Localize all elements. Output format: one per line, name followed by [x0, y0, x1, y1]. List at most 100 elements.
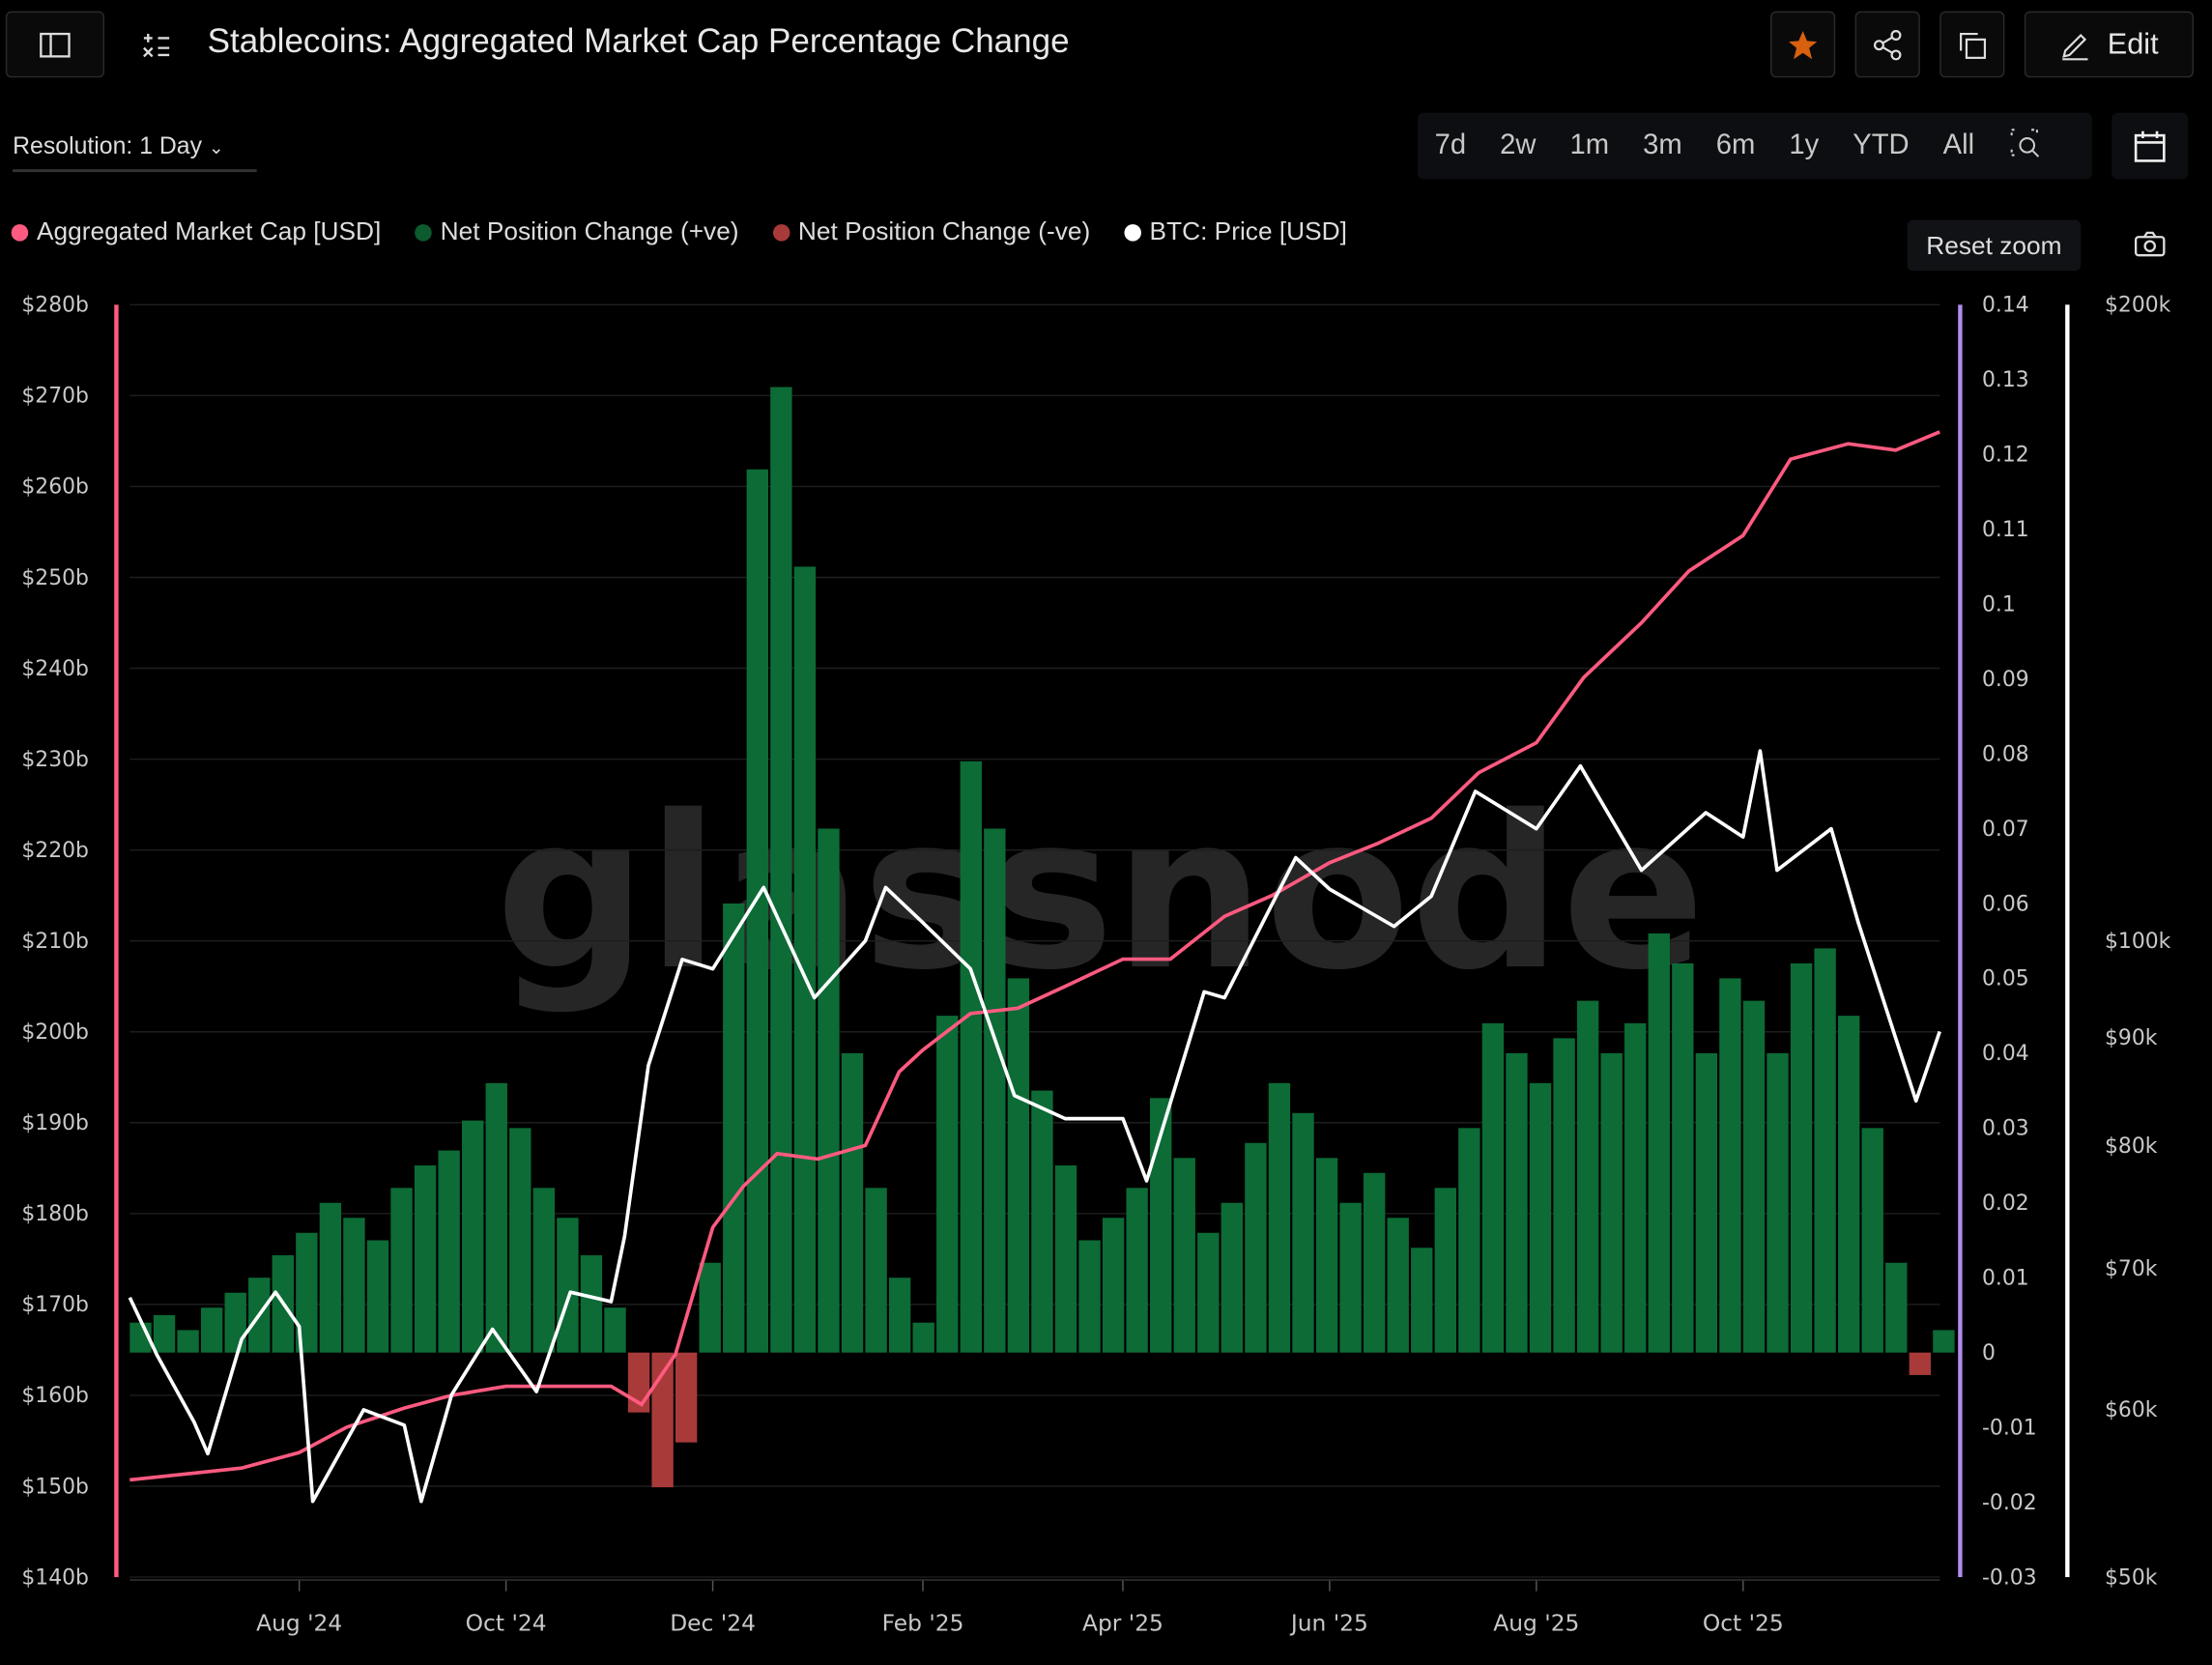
zoom-select-icon[interactable]: [1992, 127, 2056, 166]
y-right-tick-label: $60k: [2105, 1398, 2158, 1422]
bar-positive: [1506, 1052, 1528, 1353]
y-mid-axis-line: [1958, 304, 1963, 1578]
bar-positive: [462, 1120, 484, 1353]
bar-positive: [984, 828, 1006, 1353]
bar-positive: [532, 1188, 556, 1353]
y-left-tick-label: $190b: [21, 1111, 89, 1135]
y-mid-tick-label: 0.04: [1982, 1042, 2029, 1066]
copy-icon: [1960, 32, 1987, 59]
bar-positive: [1624, 1022, 1647, 1353]
y-left-tick-label: $210b: [21, 930, 89, 954]
y-mid-tick-label: 0.11: [1982, 518, 2029, 542]
calendar-button[interactable]: [2111, 112, 2189, 180]
bar-positive: [1292, 1112, 1314, 1353]
share-button[interactable]: [1854, 11, 1920, 78]
bar-positive: [1387, 1218, 1409, 1353]
bar-positive: [414, 1165, 437, 1353]
bar-positive: [1719, 978, 1741, 1353]
bar-positive: [1767, 1052, 1789, 1353]
y-mid-tick-label: 0.13: [1982, 368, 2029, 392]
bar-positive: [438, 1150, 460, 1353]
bar-positive: [1814, 948, 1836, 1353]
edit-button[interactable]: Edit: [2024, 11, 2194, 78]
y-right-tick-label: $80k: [2105, 1134, 2158, 1159]
camera-icon[interactable]: [2133, 230, 2167, 265]
y-left-tick-label: $220b: [21, 839, 89, 863]
legend-label: BTC: Price [USD]: [1149, 216, 1347, 246]
range-1y[interactable]: 1y: [1789, 129, 1820, 161]
bar-negative: [1909, 1352, 1932, 1375]
legend-market-cap[interactable]: Aggregated Market Cap [USD]: [11, 217, 381, 247]
y-mid-tick-label: 0.1: [1982, 592, 2016, 617]
y-mid-tick-label: 0.01: [1982, 1267, 2029, 1291]
edit-label: Edit: [2107, 27, 2159, 61]
legend-dot: [11, 223, 29, 241]
y-left-tick-label: $180b: [21, 1202, 89, 1226]
pencil-icon: [2062, 33, 2088, 60]
bar-positive: [343, 1218, 365, 1353]
bar-positive: [1838, 1016, 1860, 1353]
btc-price-line: [128, 749, 1941, 1504]
bar-positive: [1576, 1000, 1599, 1353]
bar-positive: [818, 828, 840, 1353]
y-mid-tick-label: 0.05: [1982, 967, 2029, 991]
resolution-dropdown[interactable]: Resolution: 1 Day ⌄: [13, 132, 257, 173]
range-7d[interactable]: 7d: [1434, 129, 1467, 161]
legend-net-negative[interactable]: Net Position Change (-ve): [772, 217, 1090, 247]
legend-dot: [772, 223, 790, 241]
bar-positive: [1078, 1240, 1101, 1353]
y-mid-tick-label: 0.12: [1982, 444, 2029, 468]
sidebar-toggle-button[interactable]: [5, 11, 105, 78]
x-tick-label: Aug '24: [256, 1610, 342, 1637]
bar-positive: [888, 1277, 911, 1353]
bar-positive: [1126, 1188, 1148, 1353]
range-all[interactable]: All: [1942, 129, 1975, 161]
range-3m[interactable]: 3m: [1643, 129, 1682, 161]
duplicate-button[interactable]: [1939, 11, 2005, 78]
y-left-tick-label: $260b: [21, 475, 89, 500]
bar-negative: [651, 1352, 674, 1488]
bar-positive: [936, 1016, 959, 1353]
chart-legend: Aggregated Market Cap [USD] Net Position…: [11, 217, 1347, 247]
range-ytd[interactable]: YTD: [1853, 129, 1910, 161]
bar-positive: [1481, 1022, 1505, 1353]
bar-positive: [1742, 1000, 1766, 1353]
range-1m[interactable]: 1m: [1569, 129, 1610, 161]
market-cap-line: [129, 430, 1940, 1482]
bar-positive: [1007, 978, 1030, 1353]
bar-positive: [699, 1262, 721, 1353]
legend-net-positive[interactable]: Net Position Change (+ve): [415, 217, 739, 247]
bar-positive: [509, 1128, 531, 1353]
reset-zoom-button[interactable]: Reset zoom: [1907, 219, 2082, 272]
bar-positive: [1648, 933, 1670, 1353]
y-left-tick-label: $250b: [21, 566, 89, 590]
calendar-icon: [2134, 130, 2166, 162]
y-left-tick-label: $280b: [21, 294, 89, 318]
y-right-tick-label: $70k: [2105, 1257, 2158, 1281]
formula-icon[interactable]: [141, 31, 172, 66]
range-selector: 7d 2w 1m 3m 6m 1y YTD All: [1418, 112, 2092, 180]
bar-positive: [1315, 1158, 1338, 1353]
y-left-tick-label: $240b: [21, 657, 89, 681]
y-right-tick-label: $200k: [2105, 294, 2171, 318]
share-icon: [1873, 29, 1902, 60]
y-mid-tick-label: -0.02: [1982, 1491, 2037, 1515]
y-mid-tick-label: 0.09: [1982, 668, 2029, 692]
y-left-tick-label: $150b: [21, 1475, 89, 1499]
y-mid-tick-label: -0.01: [1982, 1416, 2037, 1440]
range-6m[interactable]: 6m: [1715, 129, 1756, 161]
page-title: Stablecoins: Aggregated Market Cap Perce…: [207, 22, 1070, 61]
bar-positive: [390, 1188, 413, 1353]
range-2w[interactable]: 2w: [1500, 129, 1537, 161]
chevron-down-icon: ⌄: [208, 136, 224, 158]
y-mid-tick-label: 0: [1982, 1341, 1996, 1365]
favorite-button[interactable]: [1770, 11, 1836, 78]
y-mid-tick-label: 0.02: [1982, 1191, 2029, 1216]
bar-positive: [1268, 1082, 1291, 1353]
y-left-axis-line: [114, 304, 119, 1578]
legend-btc-price[interactable]: BTC: Price [USD]: [1124, 217, 1347, 247]
x-tick-label: Jun '25: [1289, 1610, 1368, 1637]
x-tick-label: Apr '25: [1082, 1610, 1163, 1637]
